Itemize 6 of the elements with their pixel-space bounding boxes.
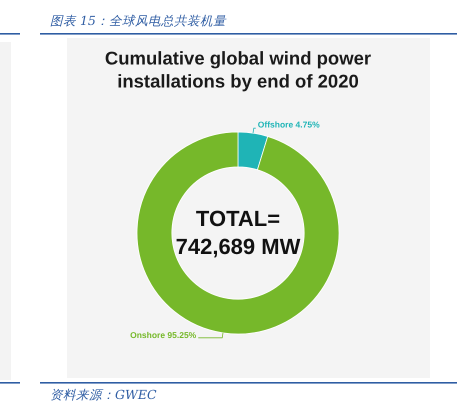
slice-label: Offshore 4.75% (258, 119, 320, 130)
text: 图表 15：全球风电总共装机量 (50, 13, 227, 28)
text: TOTAL= 742,689 MW (176, 206, 301, 259)
text: 资料来源：GWEC (50, 387, 157, 402)
chart-title: Cumulative global wind power installations by end of 2020 (104, 47, 372, 92)
slice-label: Onshore 95.25% (130, 330, 197, 340)
